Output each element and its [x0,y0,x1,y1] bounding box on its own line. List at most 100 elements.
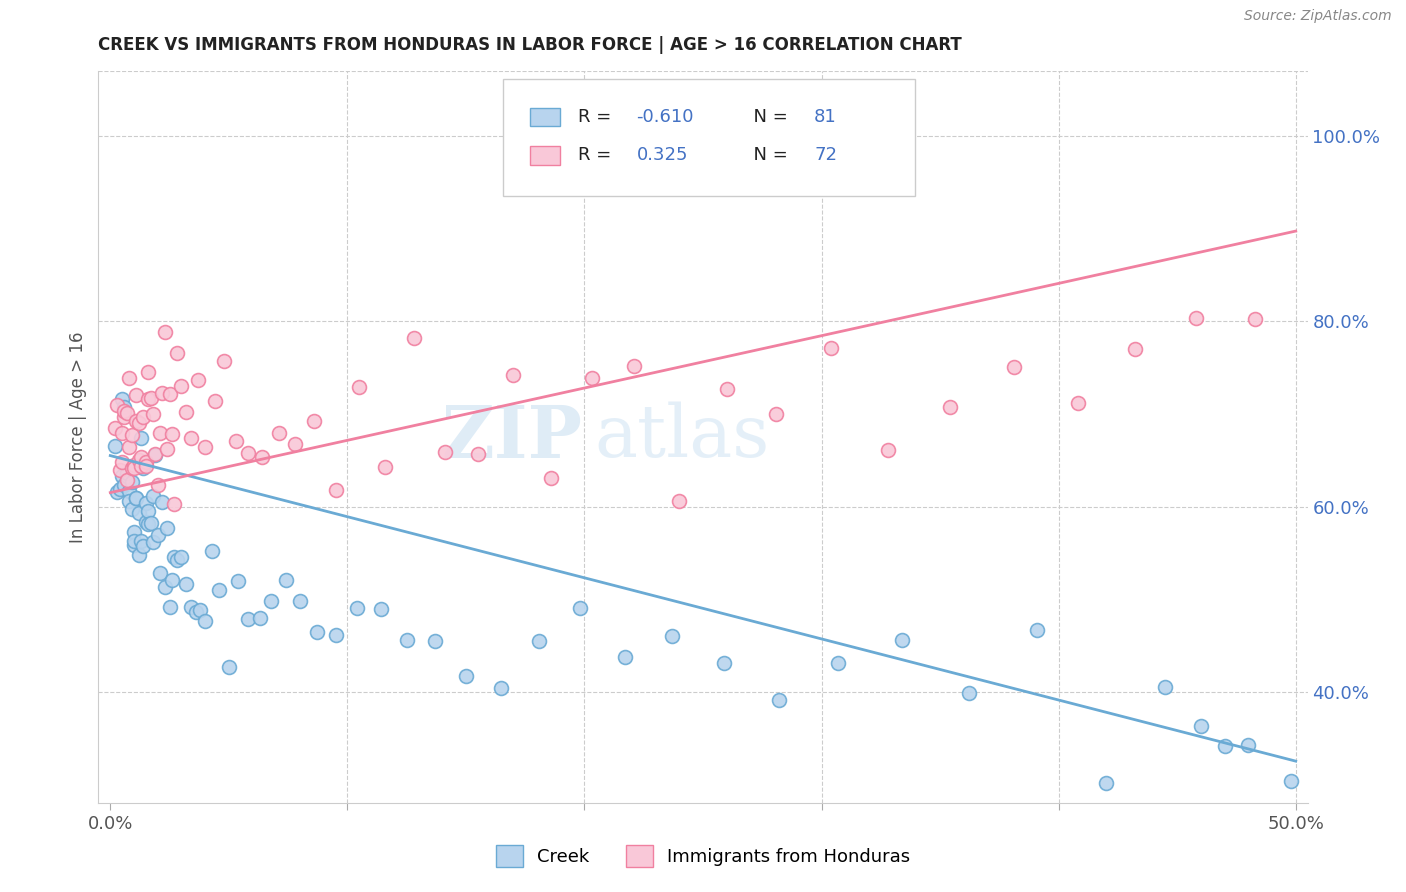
Point [226,574,249,588]
Point [159,386,181,401]
Point [149,426,172,441]
Point [143,447,166,461]
Point [302,414,325,428]
Point [1154,681,1177,695]
Legend: Creek, Immigrants from Honduras: Creek, Immigrants from Honduras [496,845,910,867]
Point [129,450,152,465]
Point [111,455,134,469]
Point [115,467,138,481]
Point [957,686,980,700]
Point [325,483,347,498]
Point [135,515,157,529]
Point [502,368,524,382]
Point [115,473,138,487]
Point [568,600,591,615]
Point [108,463,131,477]
Point [613,649,636,664]
Point [395,633,418,648]
Point [284,436,307,450]
Point [128,548,150,562]
Point [1095,776,1118,790]
Point [111,469,134,483]
Point [170,379,193,393]
Point [1213,739,1236,754]
Point [201,544,224,558]
Point [135,496,157,510]
Point [877,443,900,458]
Point [121,502,143,516]
Point [159,600,181,615]
Point [111,392,134,407]
Point [122,533,145,548]
Point [128,452,150,467]
Point [288,594,311,608]
Point [184,606,207,620]
Point [661,629,683,643]
Point [370,602,392,616]
Point [128,506,150,520]
Point [121,460,143,475]
Point [118,484,141,499]
Point [1002,359,1025,374]
Point [540,471,562,485]
Point [136,516,159,531]
Point [236,446,259,460]
Point [325,628,347,642]
Point [163,496,186,510]
Point [346,601,368,615]
Text: ZIP: ZIP [441,401,582,473]
Point [121,475,143,490]
Point [187,374,209,388]
Point [118,371,141,385]
Point [129,533,152,548]
Point [136,504,159,518]
Text: N =: N = [742,108,793,126]
FancyBboxPatch shape [530,108,561,126]
Point [142,534,165,549]
Point [129,431,152,445]
Point [129,459,152,474]
Point [768,693,790,707]
Point [250,450,273,464]
Text: CREEK VS IMMIGRANTS FROM HONDURAS IN LABOR FORCE | AGE > 16 CORRELATION CHART: CREEK VS IMMIGRANTS FROM HONDURAS IN LAB… [98,36,962,54]
Point [208,582,231,597]
Point [118,494,141,508]
Text: N =: N = [742,146,793,164]
Point [668,494,690,508]
Text: 0.325: 0.325 [637,146,688,164]
Point [166,553,188,567]
Point [136,392,159,406]
Point [111,425,134,440]
Point [139,516,162,531]
Point [122,538,145,552]
Point [114,478,136,492]
Point [190,603,212,617]
Point [713,656,735,670]
Point [139,391,162,405]
Point [105,484,128,499]
Text: R =: R = [578,108,617,126]
Text: 81: 81 [814,108,837,126]
Point [156,442,179,456]
Point [204,394,226,409]
Point [128,416,150,430]
Point [305,624,328,639]
Point [125,491,148,505]
Point [194,440,217,454]
Point [132,410,155,425]
Point [347,380,370,394]
Point [170,550,193,565]
Point [105,399,128,413]
Point [125,415,148,429]
Point [132,539,155,553]
Point [1279,774,1302,789]
Point [121,428,143,442]
Point [153,325,176,339]
Point [136,365,159,379]
Point [152,386,174,401]
Point [716,382,738,396]
Point [160,426,183,441]
Point [1185,310,1208,325]
Point [114,404,136,418]
Point [142,407,165,421]
